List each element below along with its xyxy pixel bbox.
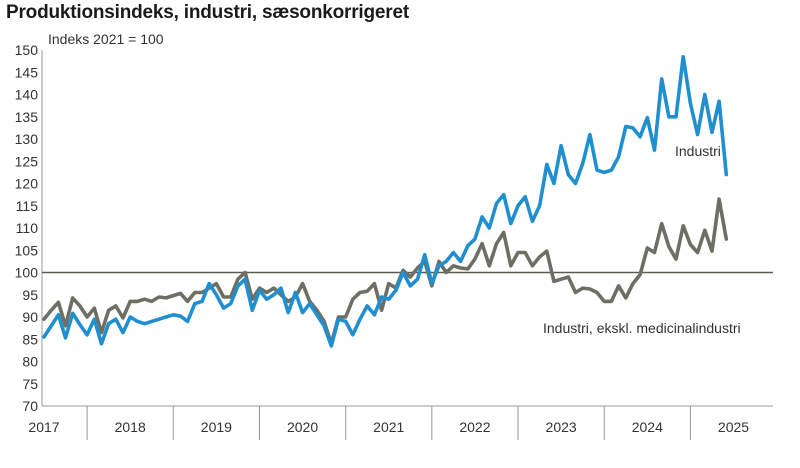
series-lines [42, 54, 729, 348]
y-axis-title: Indeks 2021 = 100 [48, 31, 164, 47]
y-tick-label: 90 [22, 309, 38, 325]
y-tick-label: 75 [22, 376, 38, 392]
y-tick-label: 125 [15, 153, 39, 169]
y-tick-label: 140 [15, 87, 39, 103]
x-tick-label: 2025 [718, 419, 749, 435]
annotation-industri: Industri [675, 143, 721, 159]
y-axis: 70 75 80 85 90 95 100 105 110 115 120 125 130 135 140 1… [15, 42, 43, 414]
series-line-industri [42, 54, 729, 348]
y-tick-label: 110 [16, 220, 39, 236]
y-tick-label: 115 [16, 198, 39, 214]
y-tick-label: 120 [15, 176, 39, 192]
y-tick-label: 130 [15, 131, 39, 147]
y-tick-label: 95 [22, 287, 38, 303]
y-tick-label: 100 [15, 265, 39, 281]
y-tick-label: 80 [22, 354, 38, 370]
x-tick-label: 2017 [28, 419, 59, 435]
y-tick-label: 150 [15, 42, 39, 58]
y-tick-label: 105 [15, 242, 39, 258]
y-tick-label: 85 [22, 331, 38, 347]
x-tick-label: 2024 [632, 419, 663, 435]
x-tick-label: 2018 [115, 419, 146, 435]
y-tick-label: 145 [15, 64, 39, 80]
y-tick-label: 135 [15, 109, 39, 125]
x-tick-label: 2021 [373, 419, 404, 435]
y-tick-label: 70 [22, 398, 38, 414]
x-tick-label: 2019 [201, 419, 232, 435]
annotation-ekskl-medicinal: Industri, ekskl. medicinalindustri [543, 320, 741, 336]
x-tick-label: 2020 [287, 419, 318, 435]
chart-title: Produktionsindeks, industri, sæsonkorrig… [6, 2, 409, 23]
annotations: Industri Industri, ekskl. medicinalindust… [543, 143, 741, 336]
x-tick-label: 2022 [459, 419, 490, 435]
x-axis: 2017 2018 2019 2020 2021 2022 2023 2024 2025 [28, 405, 773, 440]
x-tick-label: 2023 [546, 419, 577, 435]
